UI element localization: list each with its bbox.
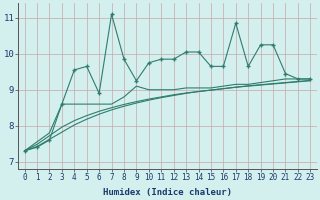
X-axis label: Humidex (Indice chaleur): Humidex (Indice chaleur): [103, 188, 232, 197]
